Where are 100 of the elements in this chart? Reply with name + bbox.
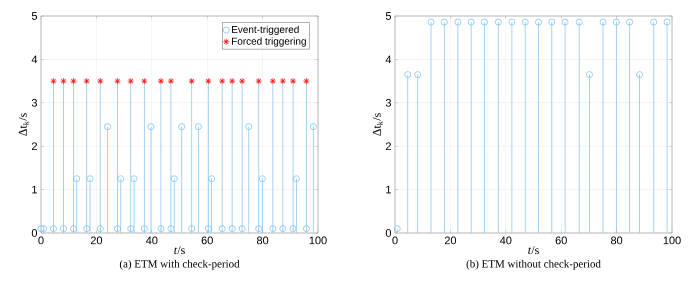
point [290,78,296,84]
point [481,18,488,26]
point [194,123,202,130]
x-tick-label: 60 [202,236,213,244]
y-axis-title: Δt$_{k}$/s [372,113,383,136]
x-tick-label: 40 [146,236,158,244]
point [130,175,138,182]
point [188,78,196,84]
y-tick-label: 4 [32,56,38,64]
y-tick-label: 3 [386,98,392,107]
point [440,18,448,26]
x-tick-label: 100 [310,236,327,244]
text: (a) ETM with check-period [120,260,240,270]
point [50,78,57,84]
point [664,18,670,26]
point [96,225,104,232]
point [576,18,583,26]
point [83,78,90,84]
x-tick-label: 0 [38,236,44,244]
point [548,18,556,26]
x-tick-label: 20 [444,236,456,244]
point [178,123,186,130]
point [204,225,212,232]
point [158,225,164,232]
point [255,225,262,232]
x-tick-label: 40 [500,236,512,244]
x-tick-label: 80 [610,236,622,244]
point [414,71,422,78]
point [38,225,44,232]
point [188,225,196,232]
x-axis-title: t/s [174,246,185,254]
point [148,123,154,130]
point [40,225,48,232]
point [60,225,67,232]
y-tick-label: 0 [386,229,392,237]
point [454,18,462,26]
point [468,18,475,26]
point [600,18,606,26]
point [494,18,502,26]
y-tick-label: 2 [32,142,37,150]
point [86,175,94,182]
point [290,225,296,232]
point [302,78,310,84]
point [404,71,412,78]
point [70,78,77,84]
point [114,225,121,232]
point [228,78,236,84]
point [310,123,317,130]
y-tick-label: 1 [386,186,391,194]
point [218,78,226,84]
point [650,18,658,26]
point [636,71,643,78]
point [279,225,286,232]
point [238,225,246,232]
point [394,225,401,232]
point [127,78,134,84]
x-tick-label: 60 [556,236,567,244]
y-tick-label: 1 [32,186,37,194]
x-tick-label: 20 [90,236,102,244]
x-tick-label: 100 [664,236,681,244]
point [204,78,212,84]
point [293,175,300,182]
point [70,225,77,232]
point [140,78,148,84]
point [626,18,634,26]
y-tick-label: 4 [386,56,392,64]
y-tick-label: 5 [386,12,392,20]
point [60,78,67,84]
point [208,175,216,182]
point [168,78,174,84]
point [238,78,246,84]
point [170,175,178,182]
point [612,18,620,26]
y-tick-label: 2 [386,142,391,150]
point [158,78,164,84]
point [114,78,121,84]
point [302,225,310,232]
point [104,123,111,130]
point [228,225,236,232]
point [522,18,529,26]
point [535,18,542,26]
point [279,78,286,84]
point [508,18,516,26]
point [96,78,104,84]
point [73,175,80,182]
point [140,225,148,232]
point [218,225,226,232]
point [83,225,90,232]
point [50,225,57,232]
point [255,78,262,84]
x-axis-title: t/s [528,246,539,254]
y-tick-label: 0 [32,229,38,237]
point [269,78,276,84]
text: (b) ETM without check-period [466,260,601,270]
point [245,123,252,130]
legend-label: Event-triggered [232,26,299,35]
y-tick-label: 5 [32,12,38,20]
point [586,71,593,78]
legend-label: Forced triggering [232,37,306,47]
point [428,18,434,26]
